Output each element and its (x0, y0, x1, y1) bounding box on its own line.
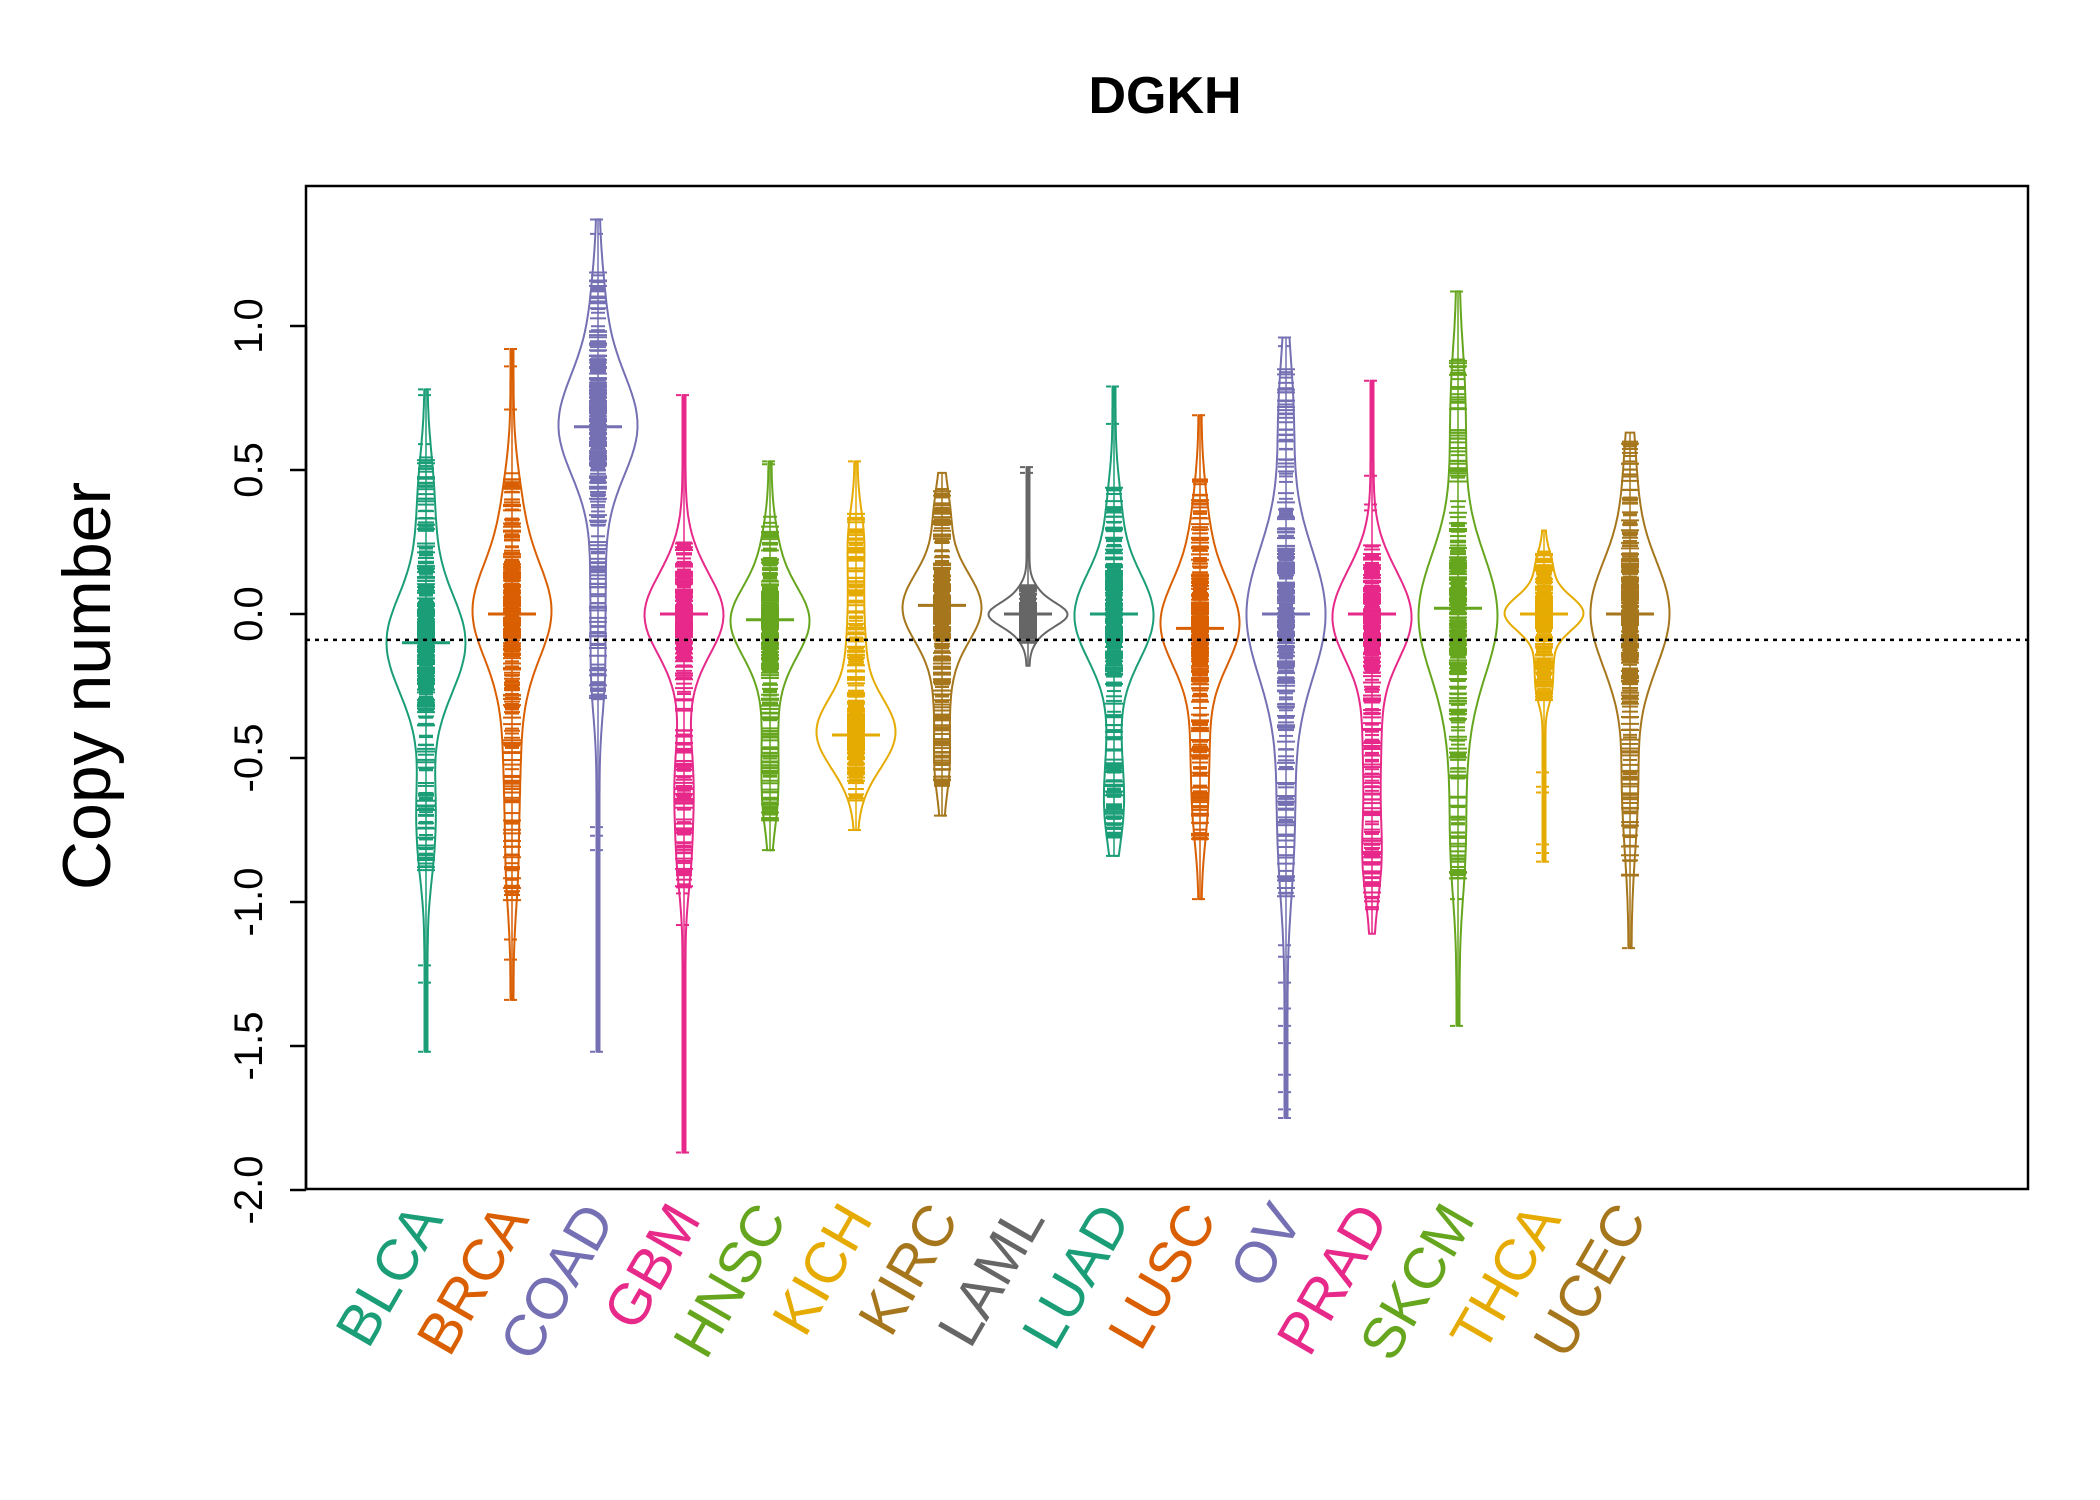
bean-gbm (643, 394, 725, 1154)
plot-area-frame (304, 184, 2030, 1191)
bean-kirc (901, 471, 983, 817)
beans-layer (385, 218, 1671, 1154)
bean-skcm (1417, 290, 1499, 1027)
bean-coad (557, 218, 639, 1053)
bean-brca (471, 348, 553, 1001)
bean-hnsc (729, 460, 811, 852)
bean-blca (385, 388, 467, 1053)
bean-kich (815, 460, 897, 831)
y-tick-label: -1.0 (227, 868, 271, 937)
y-tick-label: 0.0 (227, 586, 271, 642)
y-axis-label: Copy number (49, 482, 125, 890)
y-tick-label: 1.0 (227, 298, 271, 354)
bean-ov (1245, 336, 1327, 1119)
y-tick-label: -2.0 (227, 1156, 271, 1225)
chart-title: DGKH (1088, 67, 1241, 125)
bean-lusc (1159, 414, 1241, 901)
y-tick-label: 0.5 (227, 442, 271, 498)
y-tick-label: -1.5 (227, 1012, 271, 1081)
bean-laml (987, 466, 1069, 667)
y-tick-label: -0.5 (227, 724, 271, 793)
y-axis: -2.0 -1.5 -1.0 -0.5 0.0 0.5 1.0 (227, 298, 308, 1225)
bean-thca (1503, 529, 1585, 863)
bean-luad (1073, 385, 1155, 857)
bean-prad (1331, 379, 1413, 935)
